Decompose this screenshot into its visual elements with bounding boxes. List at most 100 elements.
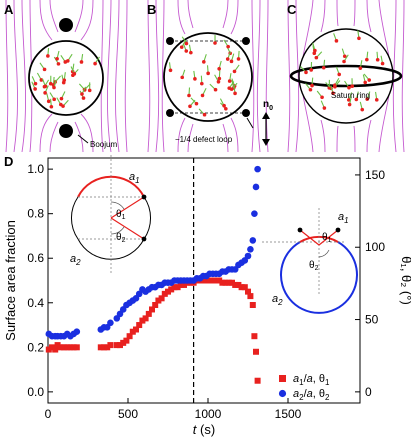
panel-a: Boojum A xyxy=(0,0,133,152)
data-point-square xyxy=(155,297,162,304)
inset-right-theta1: θ1 xyxy=(322,232,332,244)
rod-head xyxy=(80,92,84,96)
data-point-square xyxy=(168,286,175,293)
y-left-tick-label: 0.8 xyxy=(27,207,44,221)
rod-head xyxy=(168,68,173,73)
rod-head xyxy=(59,96,64,101)
plot-frame xyxy=(47,157,361,404)
legend-label-1: a1/a, θ1 xyxy=(293,373,330,387)
x-axis-label: t (s) xyxy=(193,422,215,437)
data-point-square xyxy=(70,344,77,351)
data-point-square xyxy=(245,288,251,295)
rod-head xyxy=(229,87,234,91)
rod-head xyxy=(33,87,37,91)
data-point-square xyxy=(177,281,184,288)
rod-head xyxy=(52,97,56,102)
rod-head xyxy=(314,55,319,60)
rod-head xyxy=(33,81,38,86)
data-point-square xyxy=(241,284,248,291)
panel-c: Saturn ring C xyxy=(283,0,411,152)
inset-left-theta1: θ1 xyxy=(116,209,126,221)
data-point-square xyxy=(251,333,258,340)
data-point-square xyxy=(133,326,139,333)
rod-head xyxy=(308,87,313,92)
rod-head xyxy=(202,112,207,117)
x-tick-label: 0 xyxy=(45,407,52,421)
data-points xyxy=(45,165,261,384)
inset-left-a1: a1 xyxy=(129,171,140,185)
data-point-square xyxy=(235,281,242,288)
rods-c xyxy=(300,30,385,112)
y-axis-left-label: Surface area fraction xyxy=(3,220,18,341)
rod-head xyxy=(374,98,379,102)
data-point-square xyxy=(171,284,178,291)
data-point-square xyxy=(219,279,226,286)
rod-head xyxy=(179,45,184,49)
rod-head xyxy=(358,66,363,70)
rod-head xyxy=(357,36,361,41)
rod-head xyxy=(226,44,230,49)
rod-head xyxy=(304,70,308,75)
data-point-circle xyxy=(251,210,258,217)
rod-head xyxy=(320,95,324,100)
data-point-square xyxy=(213,277,219,284)
data-point-square xyxy=(104,344,111,351)
rod-head xyxy=(346,98,351,102)
rod-head xyxy=(375,57,380,62)
data-point-square xyxy=(107,342,114,349)
rod-head xyxy=(222,103,226,108)
data-point-circle xyxy=(249,237,257,244)
data-point-circle xyxy=(252,183,260,191)
rod-head xyxy=(350,84,355,89)
rod-head xyxy=(61,104,65,108)
data-point-square xyxy=(136,322,143,329)
rod-head xyxy=(202,60,206,64)
y-left-tick-label: 1.0 xyxy=(27,162,44,176)
rod-head xyxy=(322,106,327,110)
rod-head xyxy=(313,48,317,53)
data-point-square xyxy=(253,348,259,355)
data-point-circle xyxy=(73,328,81,336)
rod-head xyxy=(189,50,193,55)
x-tick-label: 1500 xyxy=(275,407,302,421)
field-lines-b xyxy=(147,0,269,152)
boojum-pointer xyxy=(77,134,89,144)
y-right-tick-label: 100 xyxy=(365,240,385,254)
data-point-square xyxy=(200,277,207,284)
panel-b-figure: −1/4 defect loop xyxy=(147,0,269,152)
rods-b xyxy=(168,35,241,117)
legend-marker-2 xyxy=(278,389,287,398)
data-point-square xyxy=(209,277,216,284)
saturn-ring-label: Saturn ring xyxy=(331,91,370,100)
panel-b-label: B xyxy=(147,2,157,17)
data-point-square xyxy=(203,277,210,284)
inset-right: a1 a2 θ1 θ2 xyxy=(262,208,358,314)
inset-left: a1 a2 θ1 θ2 xyxy=(70,155,151,275)
data-point-circle xyxy=(107,319,114,327)
rod-head xyxy=(49,104,54,109)
data-point-square xyxy=(49,344,55,351)
rod-head xyxy=(331,91,335,96)
rod-head xyxy=(233,91,237,96)
data-point-square xyxy=(161,290,168,297)
axis-ticks: 0 500 1000 1500 0.0 0.2 0.4 0.6 0.8 1.0 0 50 100 150 xyxy=(27,162,385,421)
rod-head xyxy=(43,84,48,89)
rod-head xyxy=(365,57,369,62)
n0-label: n0 xyxy=(263,99,273,112)
rod-head xyxy=(184,41,189,46)
panel-a-figure: Boojum xyxy=(5,0,128,152)
y-right-tick-label: 0 xyxy=(365,385,372,399)
rod-head xyxy=(213,41,217,45)
field-lines-a xyxy=(5,0,128,152)
panel-b: −1/4 defect loop B xyxy=(143,0,273,152)
data-point-square xyxy=(225,279,232,286)
data-point-square xyxy=(229,279,235,286)
boojum-label: Boojum xyxy=(90,140,117,149)
rods-a xyxy=(31,47,100,109)
rod-head xyxy=(93,61,97,66)
boojum-bottom xyxy=(59,124,73,138)
rod-head xyxy=(52,85,56,90)
rod-head xyxy=(200,81,204,86)
rod-head xyxy=(65,59,70,63)
rod-head xyxy=(360,107,365,112)
